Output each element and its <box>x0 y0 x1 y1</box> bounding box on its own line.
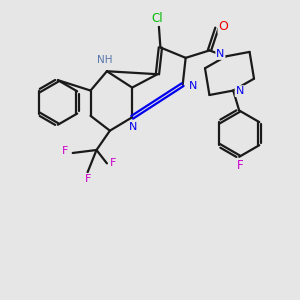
Text: NH: NH <box>97 55 112 65</box>
Text: N: N <box>236 86 244 96</box>
Text: F: F <box>84 174 91 184</box>
Text: F: F <box>236 159 243 172</box>
Text: F: F <box>110 158 116 168</box>
Text: N: N <box>216 49 225 59</box>
Text: F: F <box>62 146 68 157</box>
Text: Cl: Cl <box>152 12 163 25</box>
Text: N: N <box>189 81 197 91</box>
Text: O: O <box>218 20 228 33</box>
Text: N: N <box>129 122 137 132</box>
